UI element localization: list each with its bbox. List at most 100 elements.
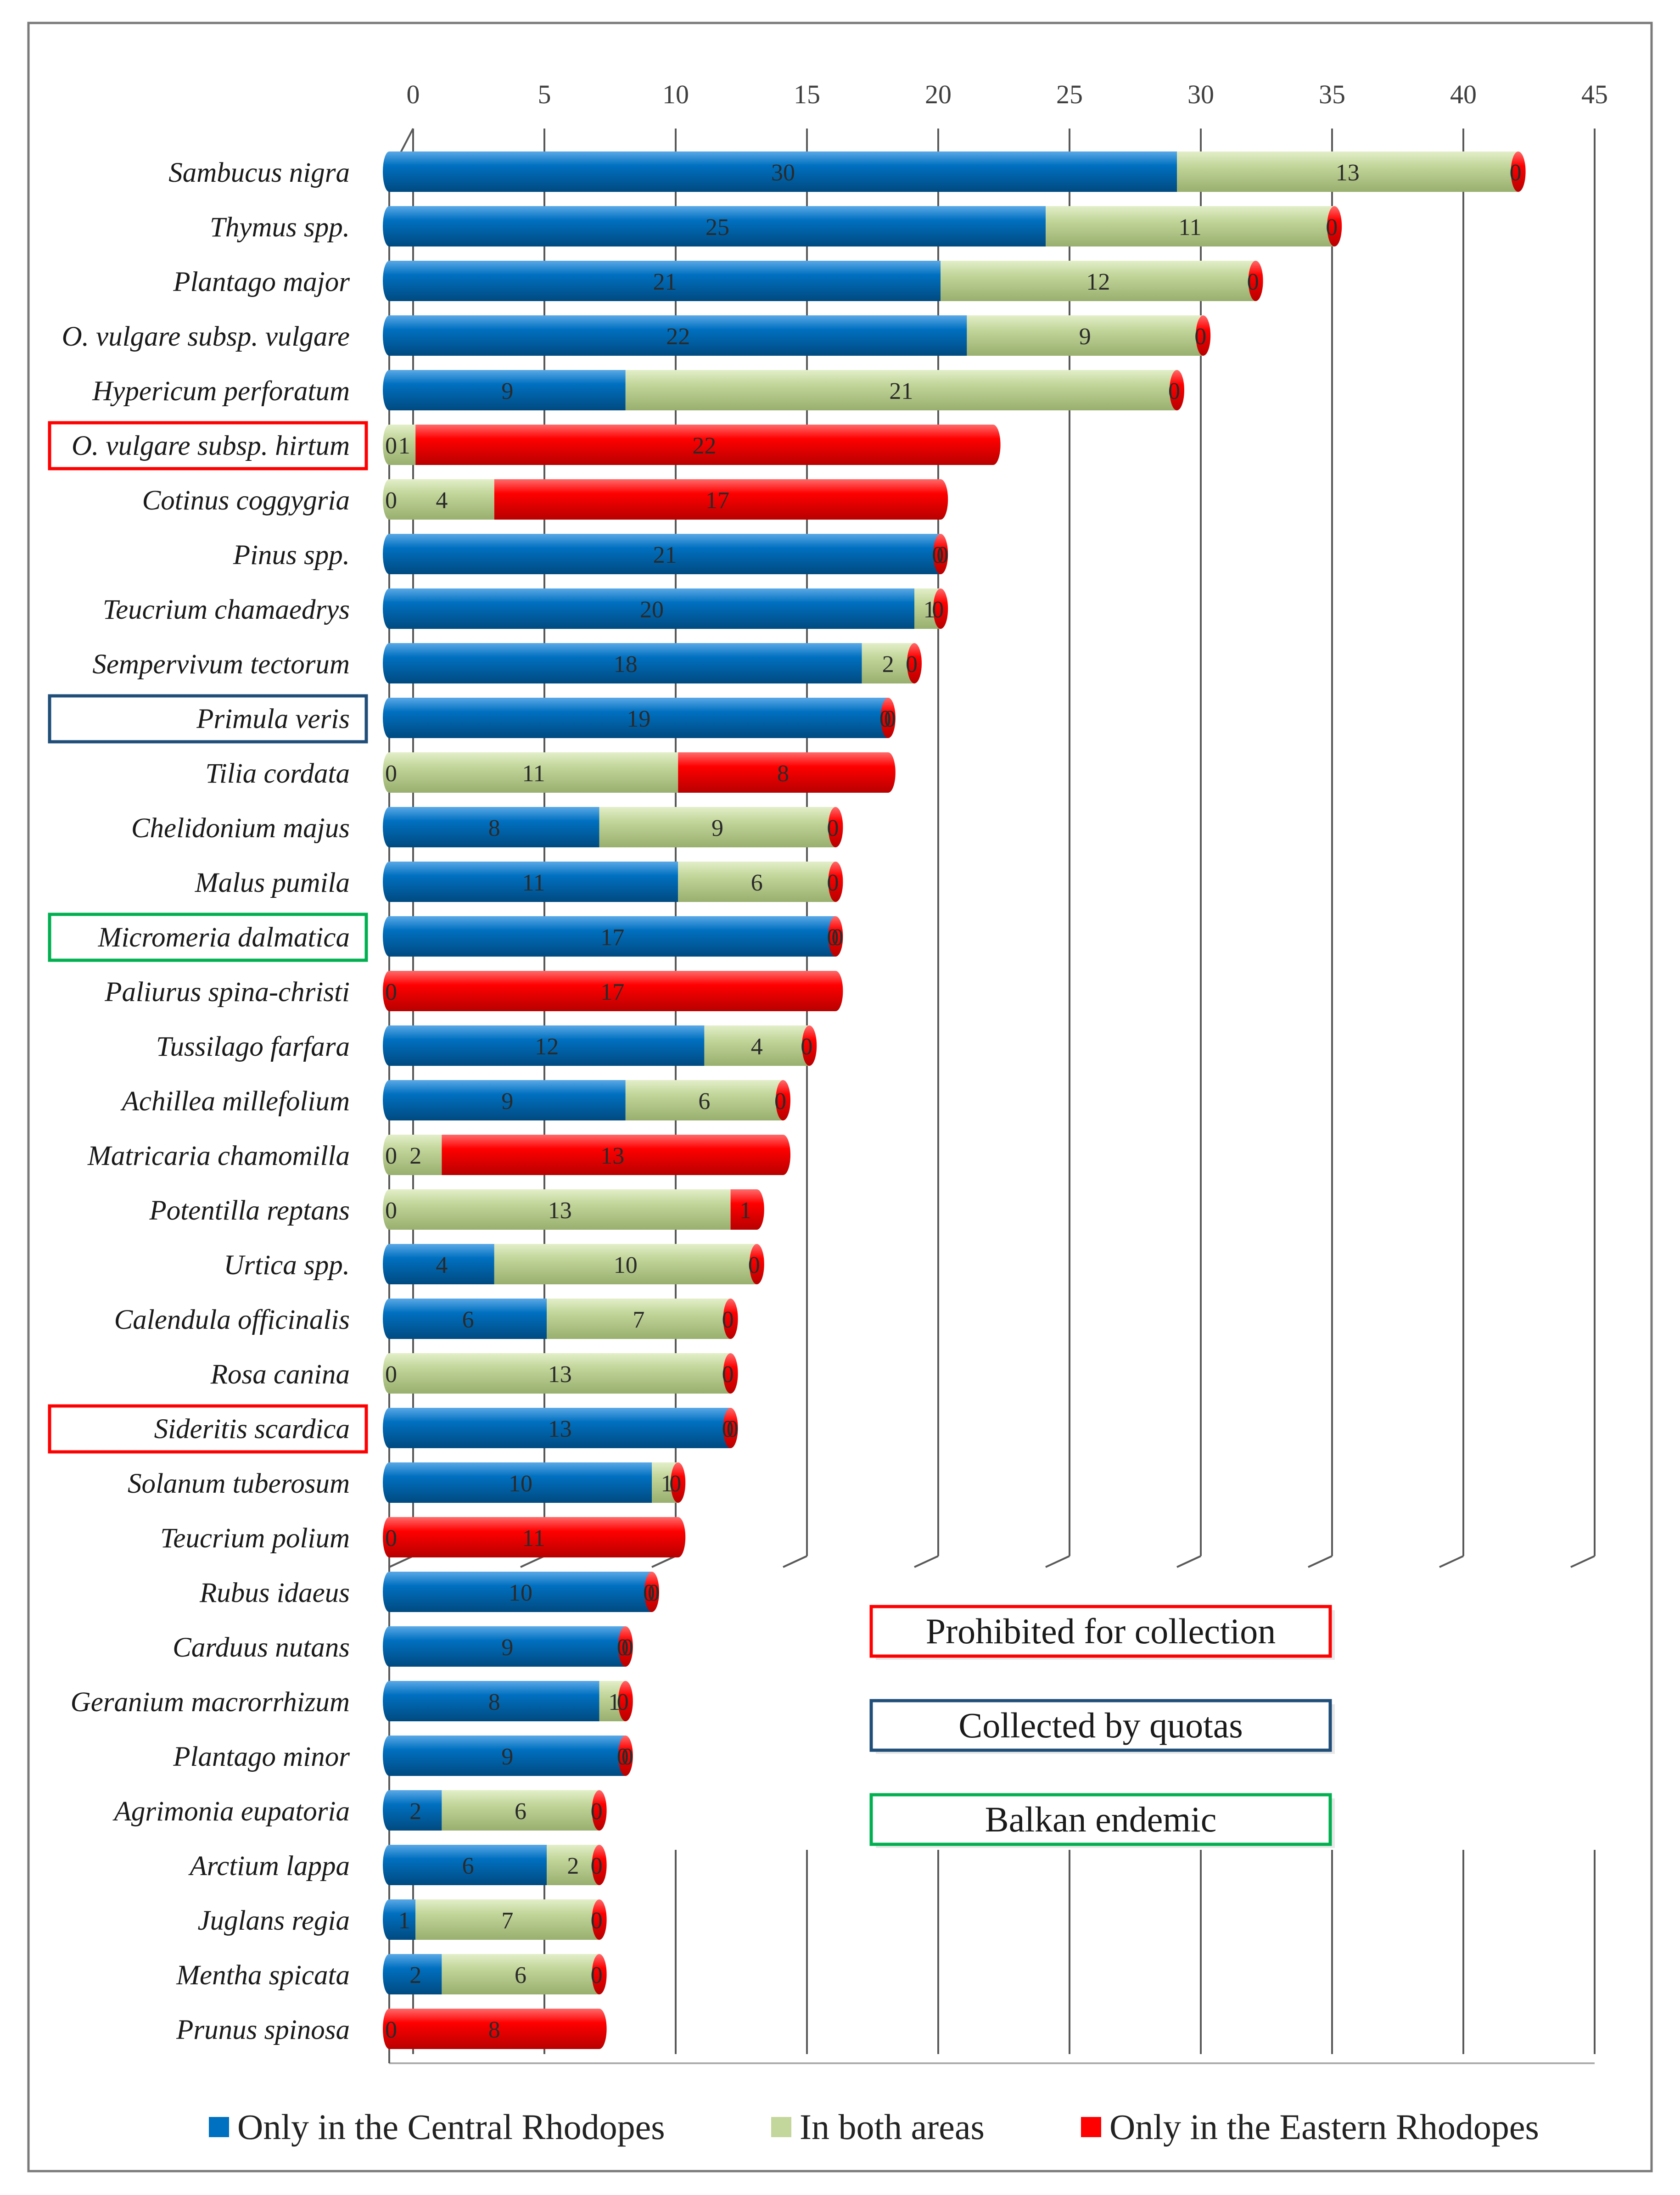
bar-end-cap <box>1196 315 1211 356</box>
x-tick-label: 25 <box>1056 79 1083 109</box>
bar-data-label: 9 <box>501 1635 513 1661</box>
bar-data-label: 13 <box>548 1361 572 1388</box>
bar-start-cap <box>383 1899 396 1940</box>
bar-start-cap <box>383 1462 396 1503</box>
bar-data-label: 13 <box>548 1198 572 1224</box>
bar-end-cap <box>644 1572 659 1612</box>
bar-segment <box>678 752 888 793</box>
bar-data-label: 22 <box>692 433 716 459</box>
bar-segment <box>389 1299 547 1339</box>
bar-end-cap <box>986 425 1001 465</box>
legend-label: In both areas <box>800 2107 985 2147</box>
bar-data-label: 9 <box>711 815 723 841</box>
bar-data-label: 1 <box>924 597 935 623</box>
bar-data-label: 2 <box>882 651 894 678</box>
category-label: Sempervivum tectorum <box>92 649 350 680</box>
bar-data-label: 0 <box>591 1798 603 1825</box>
bar-data-label: 0 <box>643 1580 655 1606</box>
bar-start-cap <box>383 1025 396 1066</box>
bar-end-cap <box>618 1736 633 1776</box>
bar-data-label: 2 <box>409 1798 421 1825</box>
bar-start-cap <box>383 534 396 574</box>
bar-data-label: 0 <box>727 1416 739 1442</box>
bar-data-label: 2 <box>409 1143 421 1169</box>
bar-data-label: 0 <box>722 1361 734 1388</box>
bar-data-label: 11 <box>1179 214 1202 241</box>
bar-segment <box>389 698 888 738</box>
category-label: Teucrium chamaedrys <box>103 594 350 625</box>
bar-segment <box>389 1736 626 1776</box>
bar-data-label: 0 <box>591 1853 603 1879</box>
bar-data-label: 0 <box>385 2017 397 2043</box>
bar-end-cap <box>723 1299 738 1339</box>
bar-data-label: 22 <box>666 324 690 350</box>
bar-data-label: 0 <box>385 1525 397 1551</box>
category-highlight-box <box>48 1404 368 1454</box>
bar-data-label: 11 <box>522 761 545 787</box>
bar-data-label: 17 <box>600 924 624 951</box>
category-highlight-box <box>48 694 368 744</box>
bar-end-cap <box>1327 206 1342 246</box>
bar-data-label: 1 <box>398 433 410 459</box>
legend-swatch <box>209 2117 229 2137</box>
bar-segment <box>389 1681 599 1721</box>
legend-item: Only in the Central Rhodopes <box>209 2107 665 2147</box>
legend-label: Only in the Central Rhodopes <box>237 2107 665 2147</box>
bar-segment <box>704 1025 810 1066</box>
x-axis-ticks: 0 5 10 15 20 25 30 35 40 45 <box>407 79 1608 109</box>
category-label: Calendula officinalis <box>114 1305 350 1335</box>
bar-data-label: 0 <box>932 597 944 623</box>
bar-start-cap <box>383 315 396 356</box>
bar-segment <box>389 807 599 847</box>
bar-data-label: 1 <box>661 1471 673 1497</box>
bar-start-cap <box>383 1790 396 1831</box>
bar-start-cap <box>383 1736 396 1776</box>
bar-data-label: 17 <box>600 979 624 1005</box>
bar-segment <box>389 862 678 902</box>
bar-data-label: 0 <box>385 1525 397 1551</box>
bar-start-cap <box>383 1353 396 1394</box>
bar-segment <box>389 479 494 520</box>
gridline-floor <box>783 1555 807 1568</box>
bar-segment <box>547 1845 599 1885</box>
bar-data-label: 0 <box>774 1088 786 1114</box>
bar-end-cap <box>592 1899 607 1940</box>
bar-segment <box>389 1353 731 1394</box>
gridline-floor <box>914 1555 939 1568</box>
annotation-box: Prohibited for collection <box>869 1605 1335 1660</box>
bar-segment <box>389 1626 626 1667</box>
bar-segment <box>389 1135 442 1175</box>
bar-segment <box>1177 151 1518 192</box>
bar-end-cap <box>749 1189 764 1230</box>
bar-start-cap <box>383 479 396 520</box>
category-label: Tussilago farfara <box>156 1031 350 1062</box>
annotation-frame <box>869 1793 1332 1846</box>
bar-data-label: 0 <box>748 1252 760 1278</box>
bar-end-cap <box>828 862 843 902</box>
annotation-text: Prohibited for collection <box>926 1611 1276 1651</box>
bar-segment <box>389 1244 494 1284</box>
annotation-frame <box>869 1605 1332 1658</box>
bar-data-label: 0 <box>622 1744 633 1770</box>
annotation-text: Collected by quotas <box>958 1705 1243 1745</box>
bar-data-label: 0 <box>722 1307 734 1333</box>
bar-end-cap <box>828 807 843 847</box>
bar-start-cap <box>383 1517 396 1557</box>
bar-data-label: 0 <box>385 1143 397 1169</box>
bar-segment <box>625 1080 783 1120</box>
bar-start-cap <box>383 261 396 301</box>
category-label: Sideritis scardica <box>154 1414 350 1445</box>
bar-data-label: 12 <box>535 1034 559 1060</box>
bar-start-cap <box>383 151 396 192</box>
bar-data-label: 11 <box>522 870 545 896</box>
bar-start-cap <box>383 862 396 902</box>
bar-data-label: 0 <box>1510 160 1522 186</box>
bar-data-label: 17 <box>706 487 729 514</box>
bar-segment <box>389 1080 626 1120</box>
bar-segment <box>389 534 941 574</box>
bar-start-cap <box>383 1681 396 1721</box>
bar-start-cap <box>383 1626 396 1667</box>
category-label: Rosa canina <box>210 1359 350 1390</box>
bar-data-label: 10 <box>509 1471 532 1497</box>
category-labels: Sambucus nigra Thymus spp. Plantago major O… <box>48 157 368 2045</box>
